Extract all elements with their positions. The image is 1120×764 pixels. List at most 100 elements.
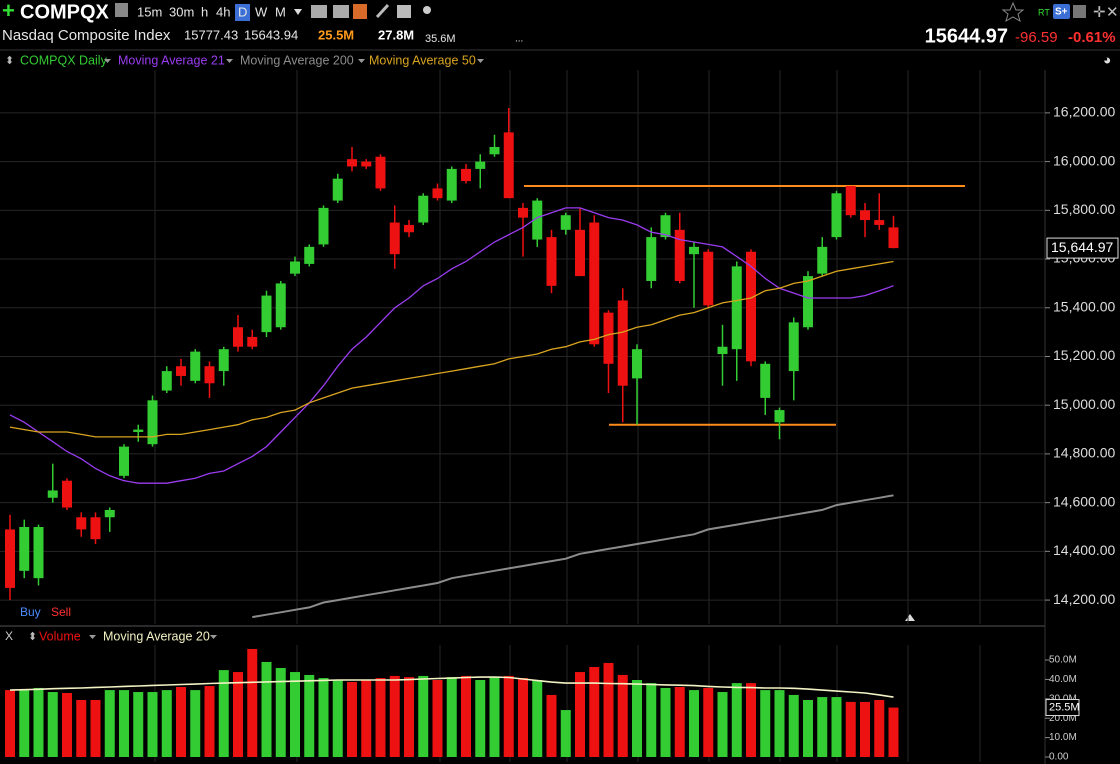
volume-bar: [418, 675, 429, 757]
candle-body: [361, 161, 372, 167]
volume-bar: [546, 694, 557, 757]
dropdown-arrow[interactable]: [210, 635, 217, 639]
chart-type-icon[interactable]: [333, 5, 349, 18]
volume-bar: [104, 690, 115, 757]
volume-bar: [247, 648, 258, 757]
volume-bar: [233, 672, 243, 757]
candle-body: [347, 159, 357, 167]
candle-body: [304, 246, 315, 264]
volume-bar: [318, 678, 329, 757]
volume-bar: [674, 686, 685, 757]
legend-entry[interactable]: Moving Average 200: [240, 53, 354, 67]
candle-body: [161, 371, 172, 391]
share-icon[interactable]: [423, 6, 431, 14]
volume-bar: [90, 699, 101, 757]
subscribe-badge[interactable]: [1053, 4, 1070, 19]
interval[interactable]: W: [255, 4, 268, 19]
candle-body: [489, 146, 500, 155]
reorder-icon[interactable]: ⬍: [5, 55, 14, 67]
volume-bar: [161, 690, 172, 757]
favorite-icon[interactable]: [1001, 1, 1025, 23]
candle-body: [247, 336, 258, 347]
candle-body: [76, 517, 87, 530]
interval[interactable]: D: [238, 4, 247, 19]
candle-body: [446, 168, 457, 201]
candle-body: [674, 229, 685, 281]
volume-bar: [375, 678, 386, 757]
candle-body: [5, 529, 15, 588]
candle-body: [204, 366, 215, 384]
volume-bar: [589, 667, 600, 757]
window-icon[interactable]: [1073, 5, 1086, 18]
interval[interactable]: 15m: [137, 4, 162, 19]
palette-icon[interactable]: ◕: [1103, 52, 1111, 68]
candle-body: [404, 224, 414, 233]
interval-selected[interactable]: [235, 4, 250, 21]
candle-body: [617, 300, 628, 386]
dropdown-arrow[interactable]: [226, 59, 233, 63]
volume-bar: [845, 701, 856, 757]
interval[interactable]: M: [275, 4, 286, 19]
interval[interactable]: h: [201, 4, 208, 19]
volume-bar: [788, 694, 799, 757]
volume-bar: [304, 674, 315, 757]
scroll-arrow[interactable]: [905, 614, 915, 621]
add-icon[interactable]: +: [2, 0, 15, 23]
candle-body: [831, 193, 842, 238]
candle-body: [632, 349, 642, 379]
y-tick-label: 40.0M: [1049, 674, 1077, 685]
draw-icon[interactable]: [375, 3, 390, 19]
candle-body: [518, 207, 528, 218]
dropdown-arrow[interactable]: [89, 635, 96, 639]
dropdown-arrow[interactable]: [358, 59, 365, 63]
legend-entry[interactable]: Moving Average 50: [369, 53, 476, 67]
candle-body: [119, 446, 129, 476]
subscribe-text[interactable]: S+: [1055, 7, 1068, 18]
legend-entry[interactable]: COMPQX Daily: [20, 53, 108, 67]
save-icon[interactable]: [397, 5, 411, 18]
settings-icon[interactable]: [353, 4, 367, 19]
menu-icon[interactable]: [115, 3, 128, 17]
candle-body: [746, 251, 756, 362]
last-price: 15644.97: [925, 25, 1008, 47]
panel-close[interactable]: X: [5, 629, 13, 643]
y-tick-label: 15,000.00: [1053, 396, 1115, 412]
legend-entry[interactable]: Volume: [39, 629, 81, 643]
candle-body: [47, 490, 58, 498]
current-price-label: 15,644.97: [1051, 239, 1113, 255]
interval[interactable]: 30m: [169, 4, 194, 19]
y-tick-label: 15,200.00: [1053, 347, 1115, 363]
volume-bar: [62, 692, 72, 757]
volume-bar: [503, 675, 514, 757]
sell-button[interactable]: Sell: [51, 605, 71, 619]
move-icon[interactable]: ✛: [1093, 4, 1106, 21]
legend-entry[interactable]: Moving Average 21: [118, 53, 225, 67]
volume-bar: [817, 697, 828, 757]
buy-button[interactable]: Buy: [20, 605, 41, 619]
current-price-box: [1046, 237, 1119, 259]
candle-body: [218, 349, 229, 372]
volume-average-line: [9, 676, 894, 698]
change-percent: -0.61%: [1068, 29, 1116, 46]
dropdown-arrow[interactable]: [477, 59, 484, 63]
realtime-badge[interactable]: RT: [1038, 7, 1050, 17]
candle-body: [461, 168, 471, 182]
interval[interactable]: 4h: [216, 4, 230, 19]
candle-body: [874, 220, 885, 225]
y-tick-label: 14,800.00: [1053, 445, 1115, 461]
current-volume-box: [1045, 699, 1080, 717]
close-icon[interactable]: ✕: [1106, 4, 1119, 21]
candle-body: [418, 195, 429, 223]
volume-bar: [275, 667, 286, 757]
symbol[interactable]: COMPQX: [20, 1, 110, 23]
candle-body: [589, 222, 600, 345]
dropdown-arrow[interactable]: [104, 59, 111, 63]
legend-entry[interactable]: Moving Average 20: [103, 629, 210, 643]
volume-bar: [404, 677, 414, 757]
candle-body: [603, 312, 614, 364]
reorder-icon[interactable]: ⬍: [28, 631, 37, 643]
candle-body: [760, 363, 771, 398]
dropdown-arrow[interactable]: [294, 9, 302, 15]
chart-type-icon[interactable]: [311, 5, 327, 18]
